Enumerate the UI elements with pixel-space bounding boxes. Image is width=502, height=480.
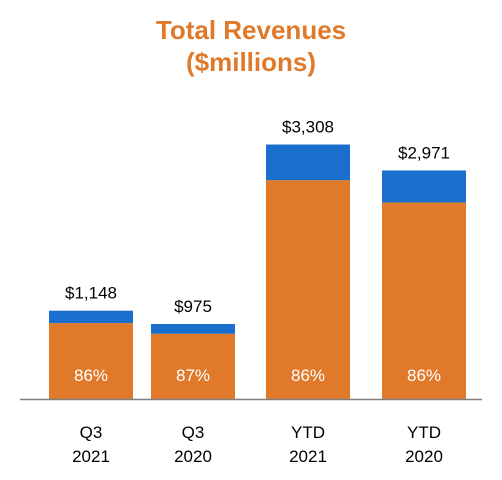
bar-segment-bottom	[382, 202, 466, 399]
bar-share-label: 86%	[74, 366, 108, 385]
bar-total-label: $975	[174, 297, 212, 316]
x-tick-label-year: 2021	[72, 447, 110, 466]
bar-share-label: 86%	[407, 366, 441, 385]
x-tick-label-period: Q3	[80, 423, 103, 442]
x-tick-label-period: YTD	[291, 423, 325, 442]
bar-share-label: 86%	[291, 366, 325, 385]
bar-total-label: $2,971	[398, 143, 450, 162]
x-tick-label-year: 2020	[174, 447, 212, 466]
bar-segment-bottom	[151, 333, 235, 399]
bar-segment-bottom	[49, 323, 133, 399]
x-tick-label-year: 2021	[289, 447, 327, 466]
bar-segment-top	[266, 144, 350, 181]
bar-share-label: 87%	[176, 366, 210, 385]
bar-segment-top	[151, 324, 235, 334]
x-tick-label-year: 2020	[405, 447, 443, 466]
bar-segment-top	[49, 310, 133, 324]
bar-segment-bottom	[266, 180, 350, 399]
x-tick-label-period: YTD	[407, 423, 441, 442]
chart-title-line-2: ($millions)	[185, 47, 316, 77]
x-tick-label-period: Q3	[182, 423, 205, 442]
chart-title-line-1: Total Revenues	[155, 15, 347, 45]
bar-total-label: $1,148	[65, 284, 117, 303]
bar-total-label: $3,308	[282, 118, 334, 137]
bar-segment-top	[382, 170, 466, 203]
